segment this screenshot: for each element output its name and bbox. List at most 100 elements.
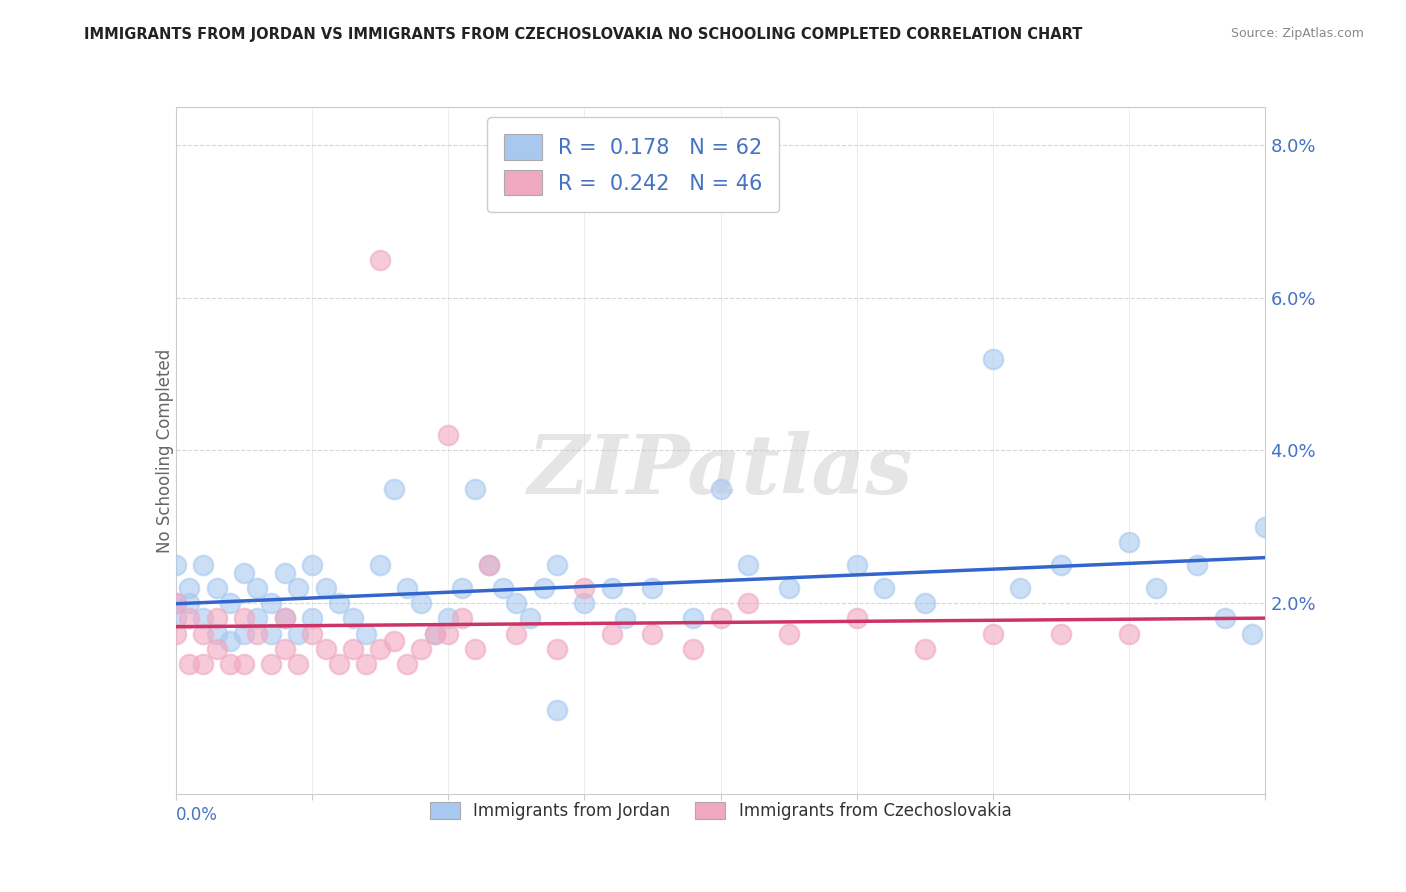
Point (260, 626, 283, 640)
Point (492, 581, 515, 595)
Point (287, 657, 309, 672)
Point (219, 657, 242, 672)
Point (505, 626, 527, 640)
Point (981, 626, 1004, 640)
Point (423, 626, 446, 640)
Point (274, 611, 297, 625)
Point (165, 626, 187, 640)
Point (710, 482, 733, 496)
Point (464, 482, 486, 496)
Point (165, 596, 187, 610)
Point (205, 581, 228, 595)
Point (246, 611, 269, 625)
Point (1050, 558, 1073, 572)
Point (219, 634, 242, 648)
Point (409, 596, 432, 610)
Point (368, 252, 391, 267)
Text: 0.0%: 0.0% (176, 806, 218, 824)
Point (914, 596, 936, 610)
Point (423, 626, 446, 640)
Point (778, 581, 800, 595)
Point (505, 596, 527, 610)
Point (845, 611, 868, 625)
Point (873, 581, 896, 595)
Point (232, 566, 254, 580)
Point (368, 558, 391, 572)
Point (682, 611, 704, 625)
Point (778, 626, 800, 640)
Point (382, 482, 405, 496)
Point (682, 641, 704, 656)
Point (260, 596, 283, 610)
Point (437, 626, 460, 640)
Point (328, 596, 350, 610)
Point (574, 596, 596, 610)
Point (1118, 626, 1140, 640)
Point (450, 611, 472, 625)
Point (1254, 520, 1277, 534)
Point (260, 657, 283, 672)
Point (246, 626, 269, 640)
Point (342, 611, 364, 625)
Legend: Immigrants from Jordan, Immigrants from Czechoslovakia: Immigrants from Jordan, Immigrants from … (423, 796, 1018, 827)
Point (205, 626, 228, 640)
Point (274, 641, 297, 656)
Point (1010, 581, 1032, 595)
Point (600, 581, 623, 595)
Point (165, 596, 187, 610)
Point (519, 611, 541, 625)
Point (1118, 535, 1140, 549)
Point (274, 611, 297, 625)
Point (356, 626, 378, 640)
Point (191, 611, 214, 625)
Point (287, 581, 309, 595)
Point (205, 641, 228, 656)
Point (205, 611, 228, 625)
Point (1050, 626, 1073, 640)
Point (546, 703, 568, 717)
Point (546, 641, 568, 656)
Point (641, 581, 664, 595)
Point (1240, 626, 1263, 640)
Point (737, 558, 759, 572)
Point (232, 657, 254, 672)
Point (546, 558, 568, 572)
Point (574, 581, 596, 595)
Point (914, 641, 936, 656)
Point (165, 558, 187, 572)
Point (232, 611, 254, 625)
Point (179, 596, 201, 610)
Point (450, 581, 472, 595)
Point (981, 351, 1004, 366)
Point (342, 641, 364, 656)
Point (437, 611, 460, 625)
Point (191, 657, 214, 672)
Point (191, 626, 214, 640)
Point (478, 558, 501, 572)
Point (396, 581, 419, 595)
Point (533, 581, 555, 595)
Point (191, 558, 214, 572)
Point (301, 611, 323, 625)
Point (356, 657, 378, 672)
Text: IMMIGRANTS FROM JORDAN VS IMMIGRANTS FROM CZECHOSLOVAKIA NO SCHOOLING COMPLETED : IMMIGRANTS FROM JORDAN VS IMMIGRANTS FRO… (84, 27, 1083, 42)
Point (179, 611, 201, 625)
Point (1187, 558, 1209, 572)
Point (368, 641, 391, 656)
Point (614, 611, 637, 625)
Point (437, 428, 460, 442)
Y-axis label: No Schooling Completed: No Schooling Completed (156, 349, 173, 552)
Text: Source: ZipAtlas.com: Source: ZipAtlas.com (1230, 27, 1364, 40)
Point (478, 558, 501, 572)
Point (301, 558, 323, 572)
Point (464, 641, 486, 656)
Point (315, 581, 337, 595)
Point (710, 611, 733, 625)
Point (232, 626, 254, 640)
Point (301, 626, 323, 640)
Point (179, 657, 201, 672)
Text: ZIPatlas: ZIPatlas (527, 431, 914, 511)
Point (1213, 611, 1236, 625)
Point (845, 558, 868, 572)
Point (409, 641, 432, 656)
